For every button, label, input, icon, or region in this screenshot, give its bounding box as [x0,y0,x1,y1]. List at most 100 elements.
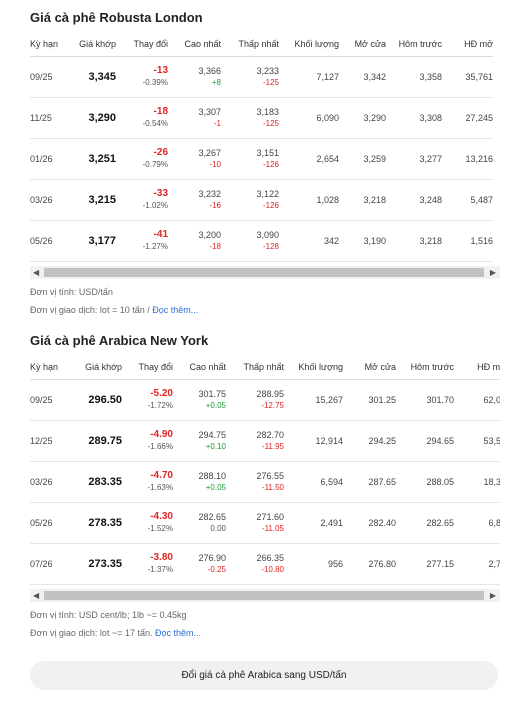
cell: 13,216 [442,138,493,180]
value: 282.65 [198,512,226,522]
value: 27,245 [465,113,493,123]
column-header: Thấp nhất [221,32,279,57]
value: 3,366 [198,66,221,76]
cell: 3,090 -128 [221,220,279,262]
section: Giá cà phê Robusta London Kỳ hạn Giá khớp T… [30,10,500,315]
scroll-thumb[interactable] [44,268,484,277]
cell: 2,74 [454,543,500,585]
value: 5,487 [470,195,493,205]
unit-note: Đơn vị tính: USD/tấn [30,287,113,297]
sub-value: -11.05 [261,524,284,533]
cell: 3,342 [339,56,386,98]
read-more-link[interactable]: Đọc thêm... [154,628,201,638]
lot-note: Đơn vị giao dịch: lot = 10 tấn / Đọc thê… [30,305,500,315]
cell: 3,151 -126 [221,138,279,180]
cell: 278.35 [70,502,122,544]
column-header: Mở cửa [339,32,386,57]
value: 18,35 [483,477,500,487]
convert-button[interactable]: Đổi giá cà phê Arabica sang USD/tấn [30,661,498,690]
column-header: Thay đổi [116,32,168,57]
cell: -41 -1.27% [116,220,168,262]
value: 3,342 [363,72,386,82]
column-header: Hôm trước [386,32,442,57]
value: -3.80 [150,552,173,563]
value: 342 [323,236,339,246]
cell: 12/25 [30,420,70,462]
cell: 3,232 -16 [168,179,221,221]
column-header: Cao nhất [173,355,226,380]
data-row: 05/26 3,177 -41 -1.27% 3,200 -18 3,090 -128 342 3… [30,220,493,262]
section-title: Giá cà phê Arabica New York [30,333,209,348]
value: 07/26 [30,559,53,569]
value: 296.50 [88,394,122,406]
cell: 282.70 -11.95 [226,420,284,462]
scrollbar[interactable]: ◀ ▶ [30,589,500,602]
cell: 09/25 [30,56,70,98]
cell: 296.50 [70,379,122,421]
section-title: Giá cà phê Robusta London [30,10,203,25]
sub-value: -12.75 [261,401,284,410]
data-row: 11/25 3,290 -18 -0.54% 3,307 -1 3,183 -125 6,090… [30,97,493,139]
cell: 53,59 [454,420,500,462]
sub-value: -10.80 [261,565,284,574]
cell: 301.75 +0.05 [173,379,226,421]
cell: 294.65 [396,420,454,462]
cell: 3,290 [70,97,116,139]
cell: 271.60 -11.05 [226,502,284,544]
value: 3,251 [88,153,116,165]
value: 3,200 [198,230,221,240]
cell: 62,05 [454,379,500,421]
value: 03/26 [30,477,53,487]
cell: 289.75 [70,420,122,462]
cell: 3,122 -126 [221,179,279,221]
lot-text: Đơn vị giao dịch: lot ~= 17 tấn. [30,628,155,638]
cell: 1,028 [279,179,339,221]
value: 282.70 [256,430,284,440]
cell: 27,245 [442,97,493,139]
data-row: 05/26 278.35 -4.30 -1.52% 282.65 0.00 271.60 -1… [30,502,500,544]
value: 288.05 [426,477,454,487]
cell: 35,761 [442,56,493,98]
price-table: Kỳ hạn Giá khớp Thay đổi Cao nhất Thấp nhất K… [30,355,500,585]
data-row: 09/25 296.50 -5.20 -1.72% 301.75 +0.05 288.95 -… [30,379,500,421]
value: 6,090 [316,113,339,123]
cell: 7,127 [279,56,339,98]
value: 3,345 [88,71,116,83]
scroll-right[interactable]: ▶ [489,268,496,277]
cell: 276.55 -11.50 [226,461,284,503]
scroll-right[interactable]: ▶ [489,591,496,600]
value: 273.35 [88,558,122,570]
cell: -33 -1.02% [116,179,168,221]
cell: 273.35 [70,543,122,585]
cell: 3,190 [339,220,386,262]
cell: 5,487 [442,179,493,221]
scrollbar[interactable]: ◀ ▶ [30,266,500,279]
scroll-left[interactable]: ◀ [33,591,40,600]
value: 294.75 [198,430,226,440]
sub-value: -1.72% [147,401,173,410]
read-more-link[interactable]: Đọc thêm... [152,305,199,315]
value: 1,516 [470,236,493,246]
cell: 282.65 0.00 [173,502,226,544]
cell: 282.40 [343,502,396,544]
value: 1,028 [316,195,339,205]
value: 11/25 [30,113,52,123]
cell: 3,183 -125 [221,97,279,139]
cell: 276.90 -0.25 [173,543,226,585]
sub-value: +8 [211,78,221,87]
data-row: 09/25 3,345 -13 -0.39% 3,366 +8 3,233 -125 7,127… [30,56,493,98]
cell: -5.20 -1.72% [122,379,173,421]
cell: 3,259 [339,138,386,180]
scroll-left[interactable]: ◀ [33,268,40,277]
cell: 3,218 [386,220,442,262]
cell: 15,267 [284,379,343,421]
cell: 07/26 [30,543,70,585]
value: 3,277 [419,154,442,164]
cell: -4.30 -1.52% [122,502,173,544]
cell: 6,090 [279,97,339,139]
cell: 956 [284,543,343,585]
sub-value: -0.54% [142,119,168,128]
value: 276.55 [256,471,284,481]
scroll-thumb[interactable] [44,591,484,600]
value: 7,127 [316,72,339,82]
